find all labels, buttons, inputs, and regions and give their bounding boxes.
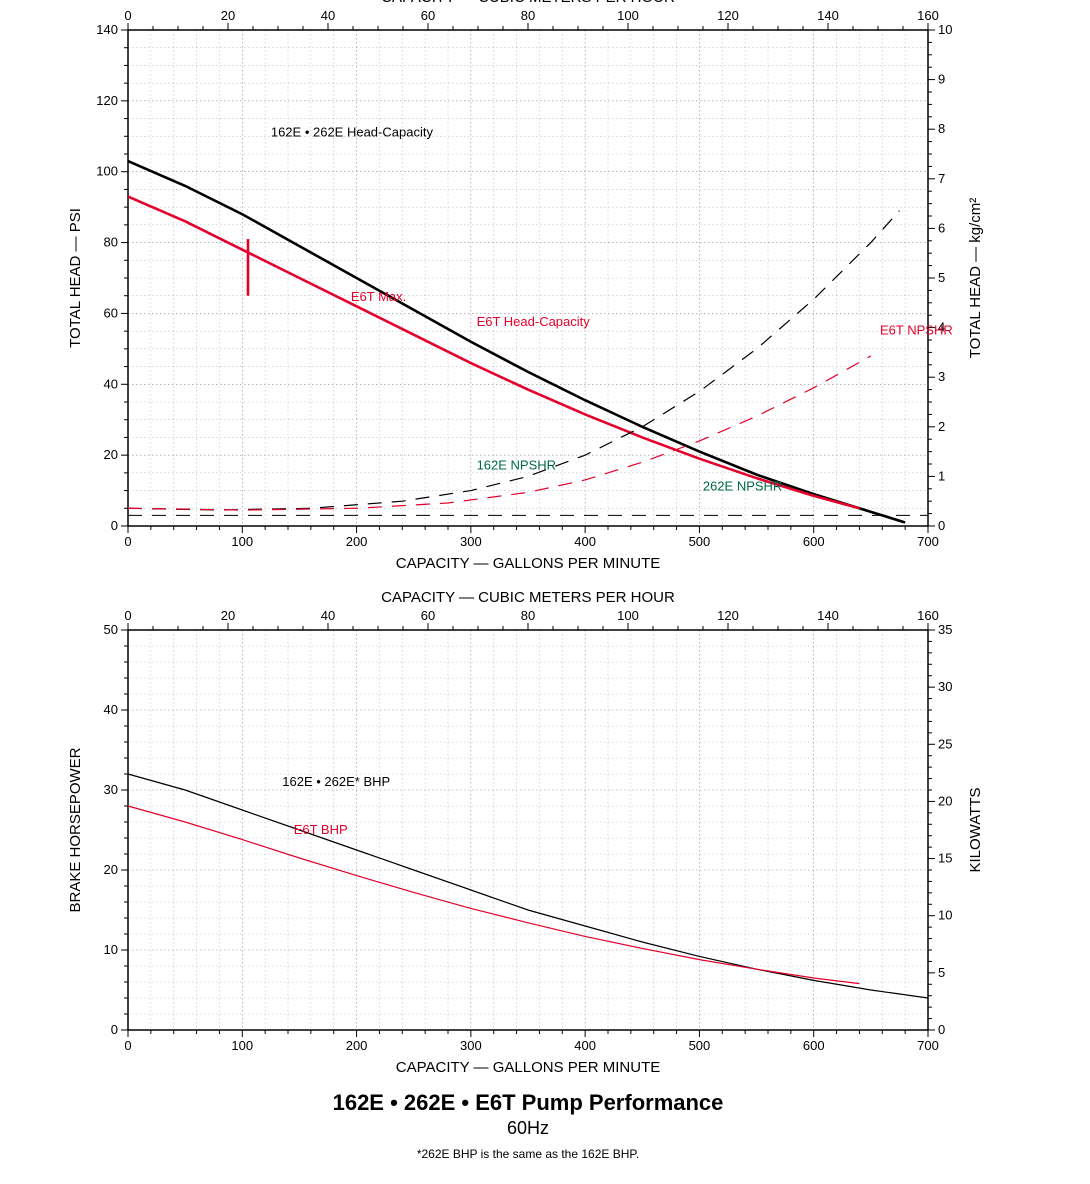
y-left-tick-label: 80 [104,235,118,250]
series-label: E6T NPSHR [880,323,953,338]
y-right-tick-label: 3 [938,369,945,384]
y-left-tick-label: 0 [111,1022,118,1037]
x-top-tick-label: 0 [124,8,131,23]
y-left-tick-label: 30 [104,782,118,797]
series-label: 162E • 262E* BHP [282,774,390,789]
y-left-tick-label: 0 [111,518,118,533]
series-label: 262E NPSHR [703,479,782,494]
y-axis-label-left: TOTAL HEAD — PSI [67,208,84,348]
y-left-tick-label: 60 [104,305,118,320]
y-right-tick-label: 9 [938,72,945,87]
x-tick-label: 600 [803,534,825,549]
y-right-tick-label: 30 [938,679,952,694]
y-right-tick-label: 10 [938,22,952,37]
y-right-tick-label: 35 [938,622,952,637]
series-label: 162E NPSHR [477,457,556,472]
series-label: E6T BHP [294,822,348,837]
y-left-tick-label: 20 [104,447,118,462]
x-tick-label: 300 [460,1038,482,1053]
x-top-tick-label: 100 [617,608,639,623]
x-tick-label: 500 [689,534,711,549]
x-top-tick-label: 40 [321,608,335,623]
y-left-tick-label: 100 [96,164,118,179]
x-top-tick-label: 0 [124,608,131,623]
page-subtitle: 60Hz [507,1118,549,1138]
x-tick-label: 200 [346,1038,368,1053]
page-note: *262E BHP is the same as the 162E BHP. [417,1147,639,1161]
series-label: E6T Head-Capacity [477,314,591,329]
x-top-tick-label: 60 [421,8,435,23]
x-tick-label: 700 [917,534,939,549]
x-top-tick-label: 40 [321,8,335,23]
x-tick-label: 400 [574,1038,596,1053]
x-top-tick-label: 140 [817,8,839,23]
x-axis-label-top: CAPACITY — CUBIC METERS PER HOUR [381,589,675,606]
y-right-tick-label: 8 [938,121,945,136]
x-top-tick-label: 160 [917,8,939,23]
y-right-tick-label: 2 [938,419,945,434]
x-tick-label: 100 [231,1038,253,1053]
series-label: 162E • 262E Head-Capacity [271,124,434,139]
x-tick-label: 200 [346,534,368,549]
x-top-tick-label: 80 [521,608,535,623]
x-tick-label: 100 [231,534,253,549]
x-top-tick-label: 80 [521,8,535,23]
y-right-tick-label: 0 [938,1022,945,1037]
y-right-tick-label: 1 [938,468,945,483]
y-right-tick-label: 25 [938,736,952,751]
x-tick-label: 400 [574,534,596,549]
y-left-tick-label: 40 [104,702,118,717]
x-top-tick-label: 60 [421,608,435,623]
x-top-tick-label: 120 [717,8,739,23]
y-left-tick-label: 40 [104,376,118,391]
page-title: 162E • 262E • E6T Pump Performance [333,1090,724,1115]
x-tick-label: 300 [460,534,482,549]
x-top-tick-label: 20 [221,8,235,23]
y-right-tick-label: 15 [938,851,952,866]
y-left-tick-label: 10 [104,942,118,957]
x-axis-label-top: CAPACITY — CUBIC METERS PER HOUR [381,0,675,6]
y-right-tick-label: 10 [938,908,952,923]
figure-container: 0100200300400500600700020406080100120140… [0,0,1090,1184]
x-top-tick-label: 140 [817,608,839,623]
y-right-tick-label: 5 [938,270,945,285]
y-right-tick-label: 20 [938,793,952,808]
y-left-tick-label: 120 [96,93,118,108]
x-top-tick-label: 160 [917,608,939,623]
x-tick-label: 600 [803,1038,825,1053]
x-tick-label: 500 [689,1038,711,1053]
y-axis-label-left: BRAKE HORSEPOWER [67,747,84,912]
y-right-tick-label: 6 [938,220,945,235]
x-top-tick-label: 120 [717,608,739,623]
marker-label: E6T Max. [351,289,406,304]
x-axis-label-bottom: CAPACITY — GALLONS PER MINUTE [396,1059,661,1076]
chart-svg: 0100200300400500600700020406080100120140… [0,0,1090,1184]
x-top-tick-label: 100 [617,8,639,23]
y-right-tick-label: 5 [938,965,945,980]
x-axis-label-bottom: CAPACITY — GALLONS PER MINUTE [396,555,661,572]
y-right-tick-label: 7 [938,171,945,186]
y-left-tick-label: 50 [104,622,118,637]
y-left-tick-label: 20 [104,862,118,877]
x-tick-label: 700 [917,1038,939,1053]
x-tick-label: 0 [124,1038,131,1053]
y-right-tick-label: 0 [938,518,945,533]
y-axis-label-right: KILOWATTS [967,787,984,872]
x-tick-label: 0 [124,534,131,549]
x-top-tick-label: 20 [221,608,235,623]
y-axis-label-right: TOTAL HEAD — kg/cm² [967,198,984,359]
y-left-tick-label: 140 [96,22,118,37]
